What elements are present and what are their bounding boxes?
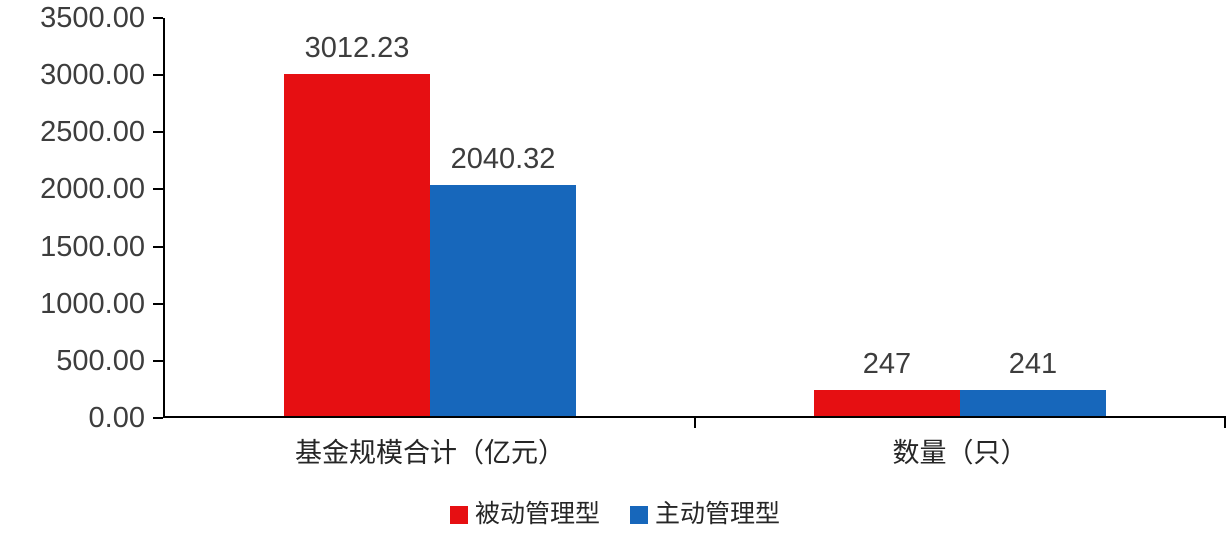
x-axis-tick xyxy=(1224,416,1226,428)
y-tick-label: 3500.00 xyxy=(40,2,145,34)
y-tick-label: 1000.00 xyxy=(40,287,145,320)
bar xyxy=(814,389,960,416)
legend-swatch-icon xyxy=(630,505,648,524)
y-axis-tick xyxy=(153,17,163,19)
y-tick-label: 0.00 xyxy=(88,402,145,434)
x-axis-tick xyxy=(694,416,696,428)
bar-value-label: 247 xyxy=(862,347,912,380)
y-tick-label: 500.00 xyxy=(56,344,145,377)
bar xyxy=(284,73,430,416)
bar-value-label: 2040.32 xyxy=(450,142,556,175)
y-axis-tick xyxy=(153,74,163,77)
y-tick-label: 3000.00 xyxy=(40,59,145,92)
chart-legend: 被动管理型 主动管理型 xyxy=(0,502,1230,527)
y-axis-tick xyxy=(153,359,163,362)
bar xyxy=(960,390,1106,416)
bar-value-label: 241 xyxy=(1008,348,1058,381)
y-tick-label: 2500.00 xyxy=(40,116,145,149)
y-axis-tick xyxy=(153,131,163,134)
bar xyxy=(430,184,576,416)
y-axis-tick xyxy=(153,417,163,419)
legend-label: 主动管理型 xyxy=(655,500,781,528)
legend-item: 被动管理型 xyxy=(449,500,600,528)
bar-value-label: 3012.23 xyxy=(304,31,410,64)
y-axis-tick xyxy=(153,302,163,305)
legend-swatch-icon xyxy=(449,505,468,524)
legend-label: 被动管理型 xyxy=(474,500,600,528)
y-tick-label: 1500.00 xyxy=(40,230,145,263)
category-label: 基金规模合计（亿元） xyxy=(295,438,565,468)
y-axis-tick xyxy=(153,245,163,248)
y-axis-line xyxy=(163,18,165,418)
legend-item: 主动管理型 xyxy=(630,502,780,527)
y-tick-label: 2000.00 xyxy=(40,173,145,206)
y-axis-tick xyxy=(153,188,163,191)
category-label: 数量（只） xyxy=(892,438,1028,468)
